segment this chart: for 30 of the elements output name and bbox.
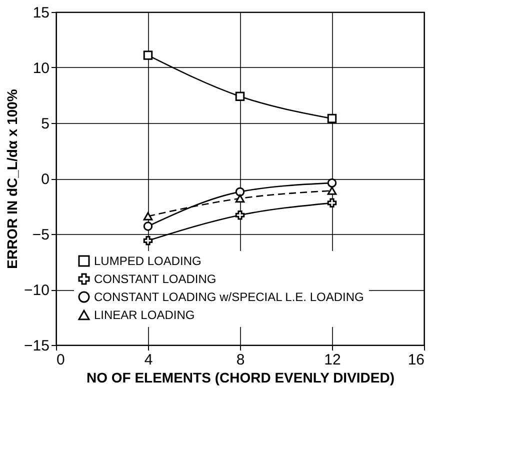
point [235,210,245,220]
legend-label: CONSTANT LOADING w/SPECIAL L.E. LOADING [94,290,364,304]
point [327,178,337,188]
x-tick-label: 12 [324,352,341,368]
point [327,186,337,195]
x-tick-label: 0 [56,352,65,368]
y-tick-label: 10 [32,60,50,77]
point [143,212,153,220]
point [143,50,153,60]
y-tick-label: 15 [32,4,50,22]
point [235,194,245,203]
y-tick-label: 0 [41,171,50,188]
point [235,187,245,196]
y-tick-label: −15 [24,338,50,354]
x-tick-label: 8 [236,352,245,368]
y-tick-label: −10 [24,282,50,299]
y-axis-title: ERROR IN dC_L/dα x 100% [4,88,20,269]
point [235,92,245,101]
point [143,236,153,246]
x-tick-label: 16 [408,352,424,368]
point [143,222,153,231]
y-tick-label: 5 [41,116,50,132]
x-tick-label: 4 [144,352,153,368]
legend-label: LUMPED LOADING [94,254,202,268]
x-axis-title: NO OF ELEMENTS (CHORD EVENLY DIVIDED) [86,370,395,386]
legend-label: CONSTANT LOADING [94,272,216,286]
y-tick-label: −5 [32,226,50,244]
point [327,114,337,124]
legend-label: LINEAR LOADING [94,308,195,322]
point [327,198,337,208]
